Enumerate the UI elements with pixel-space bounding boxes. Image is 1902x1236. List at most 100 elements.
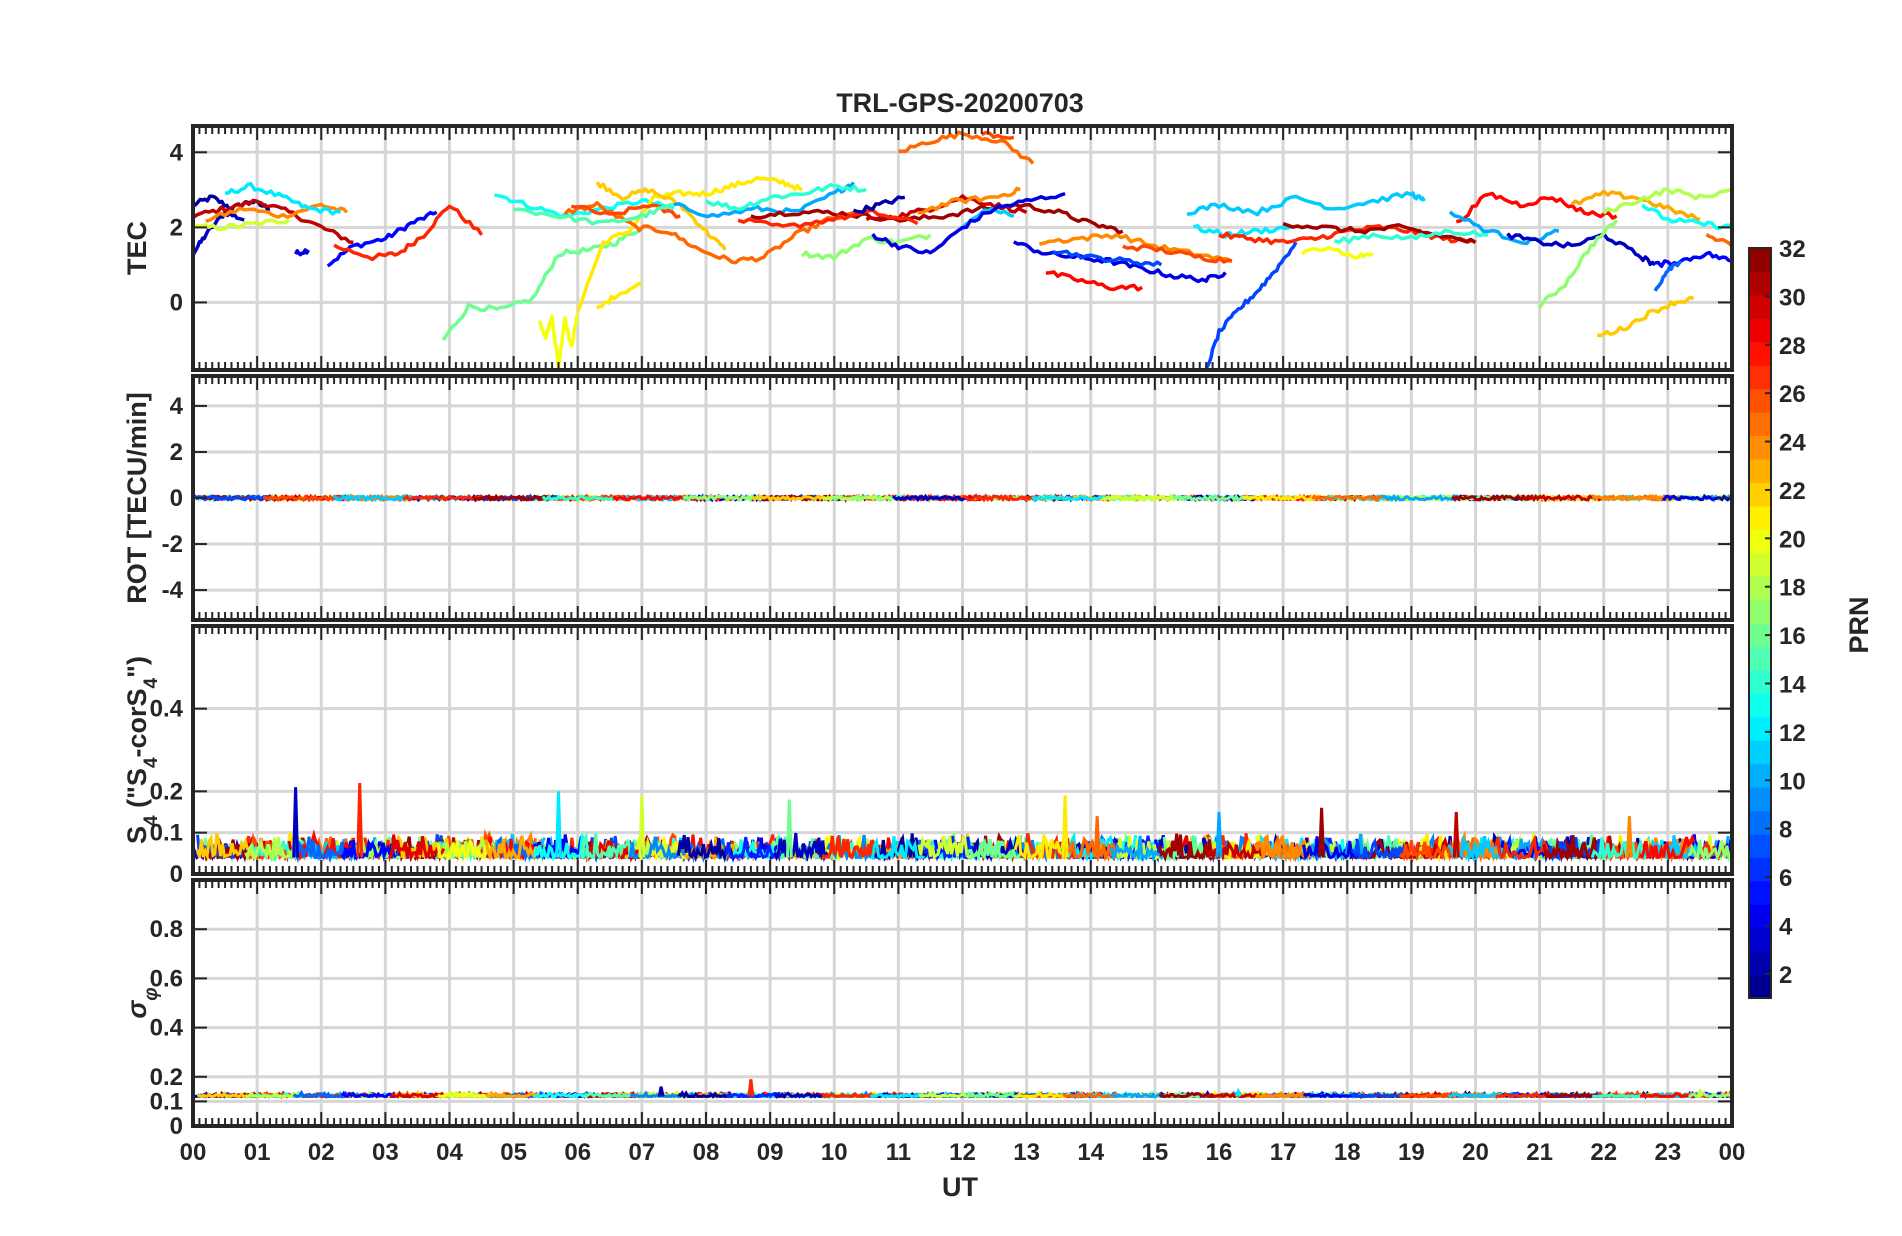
trace-peak xyxy=(356,783,364,858)
colorbar-swatch xyxy=(1749,669,1771,694)
colorbar-tick-label: 30 xyxy=(1779,284,1806,311)
prn-7-trace xyxy=(193,494,273,502)
prn-5-tec-line xyxy=(326,210,438,268)
y-tick-label: -2 xyxy=(162,531,183,558)
colorbar-swatch xyxy=(1749,951,1771,976)
prn-25-trace xyxy=(1063,1090,1119,1099)
y-tick-label: 2 xyxy=(170,439,183,466)
prn-26-tec-line xyxy=(980,130,1015,140)
y-tick-label: 2 xyxy=(170,214,183,241)
prn-17-trace xyxy=(1688,1091,1732,1099)
trace-peak xyxy=(638,795,646,858)
x-tick-label: 09 xyxy=(757,1139,784,1166)
colorbar-tick-label: 26 xyxy=(1779,381,1806,408)
prn-7-trace xyxy=(1350,1091,1406,1099)
prn-15-trace xyxy=(580,830,638,862)
prn-5-tec-line xyxy=(1654,250,1732,269)
sigma-phi-panel: 00.10.2 0.4 0.6 0.8 σφ xyxy=(122,878,1734,1140)
y-tick-label: 4 xyxy=(170,393,184,420)
prn-22-tec-line xyxy=(595,181,727,251)
prn-21-trace xyxy=(1241,493,1323,502)
prn-12-trace xyxy=(870,836,925,860)
y-tick-label: 0.6 xyxy=(150,965,183,992)
prn-12-trace xyxy=(1031,494,1113,503)
prn-29-trace xyxy=(388,834,446,863)
prn-28-trace xyxy=(612,494,692,502)
colorbar-tick-label: 2 xyxy=(1779,962,1792,989)
x-tick-label: 20 xyxy=(1462,1139,1489,1166)
prn-27-tec-line xyxy=(333,204,484,262)
prn-29-trace xyxy=(389,1090,445,1099)
prn-21-tec-line xyxy=(576,175,803,312)
trace-peak xyxy=(785,799,793,858)
x-tick-label: 04 xyxy=(436,1139,463,1166)
prn-4-tec-line xyxy=(294,248,310,257)
colorbar-swatch xyxy=(1749,505,1771,530)
prn-14-tec-line xyxy=(705,182,867,211)
chart-title: TRL-GPS-20200703 xyxy=(836,88,1084,118)
prn-31-trace xyxy=(1158,1091,1215,1099)
prn-14-trace xyxy=(1592,1092,1647,1099)
prn-3-trace xyxy=(773,1091,829,1099)
prn-16-trace xyxy=(965,1091,1022,1099)
prn-28-trace xyxy=(1639,1091,1695,1099)
prn-11-trace xyxy=(332,493,413,503)
prn-3-tec-line xyxy=(193,210,245,257)
prn-18-trace xyxy=(244,836,301,862)
trace-peak xyxy=(1318,807,1326,858)
colorbar-tick-label: 14 xyxy=(1779,671,1806,698)
trace-peak xyxy=(1215,811,1223,858)
y-tick-label: -4 xyxy=(162,577,184,604)
prn-19-trace xyxy=(1101,493,1182,502)
prn-13-trace xyxy=(533,1091,590,1099)
colorbar-tick-label: 4 xyxy=(1779,913,1793,940)
prn-27-tec-line xyxy=(737,208,919,229)
s4-panel: 0 0.1 0.2 0.4S4 ("S4-corS4") xyxy=(122,624,1734,888)
colorbar-swatch xyxy=(1749,833,1771,858)
y-tick-label: 0 xyxy=(170,861,183,888)
y-tick-label: 0.8 xyxy=(150,916,183,943)
colorbar-swatch xyxy=(1749,435,1771,460)
colorbar-swatch xyxy=(1749,412,1771,437)
trace-peak xyxy=(1093,816,1101,858)
trace-peak xyxy=(1234,1087,1242,1098)
colorbar-tick-label: 10 xyxy=(1779,768,1806,795)
prn-30-tec-line xyxy=(193,198,354,245)
colorbar-label: PRN xyxy=(1844,596,1874,653)
prn-25-trace xyxy=(1311,494,1393,503)
prn-23-tec-line xyxy=(1570,189,1701,222)
prn-23-trace xyxy=(484,834,542,862)
prn-16-trace xyxy=(965,839,1023,863)
prn-4-trace xyxy=(1302,1092,1359,1099)
x-tick-label: 22 xyxy=(1590,1139,1617,1166)
prn-10-trace xyxy=(1110,1092,1167,1099)
colorbar-swatch xyxy=(1749,458,1771,483)
x-tick-label: 14 xyxy=(1077,1139,1104,1166)
prn-24-trace xyxy=(1591,493,1673,503)
prn-21-tec-line xyxy=(595,281,643,310)
x-tick-label: 15 xyxy=(1142,1139,1169,1166)
prn-14-trace xyxy=(1590,837,1647,863)
rot-panel: -4 -2 0 2 4 ROT [TECU/min] xyxy=(122,374,1734,622)
prn-10-trace xyxy=(1382,493,1462,503)
prn-2-trace xyxy=(676,834,734,863)
prn-6-trace xyxy=(725,836,782,861)
colorbar-tick-label: 32 xyxy=(1779,236,1806,263)
prn-8-trace xyxy=(292,836,349,864)
prn-24-trace xyxy=(1255,1091,1311,1099)
colorbar-tick-label: 28 xyxy=(1779,333,1806,360)
x-tick-label: 02 xyxy=(308,1139,335,1166)
colorbar-swatch xyxy=(1749,294,1771,319)
colorbar-swatch xyxy=(1749,716,1771,741)
colorbar-swatch xyxy=(1749,599,1771,624)
colorbar-swatch xyxy=(1749,365,1771,390)
colorbar-swatch xyxy=(1749,857,1771,882)
prn-7-trace xyxy=(1547,837,1605,862)
prn-10-tec-line xyxy=(673,181,855,219)
y-tick-label: 0 xyxy=(170,1113,183,1140)
prn-26-tec-line xyxy=(571,203,681,219)
prn-12-trace xyxy=(869,1092,926,1099)
colorbar-tick-label: 8 xyxy=(1779,817,1792,844)
y-tick-label: 0.1 xyxy=(150,1088,183,1115)
